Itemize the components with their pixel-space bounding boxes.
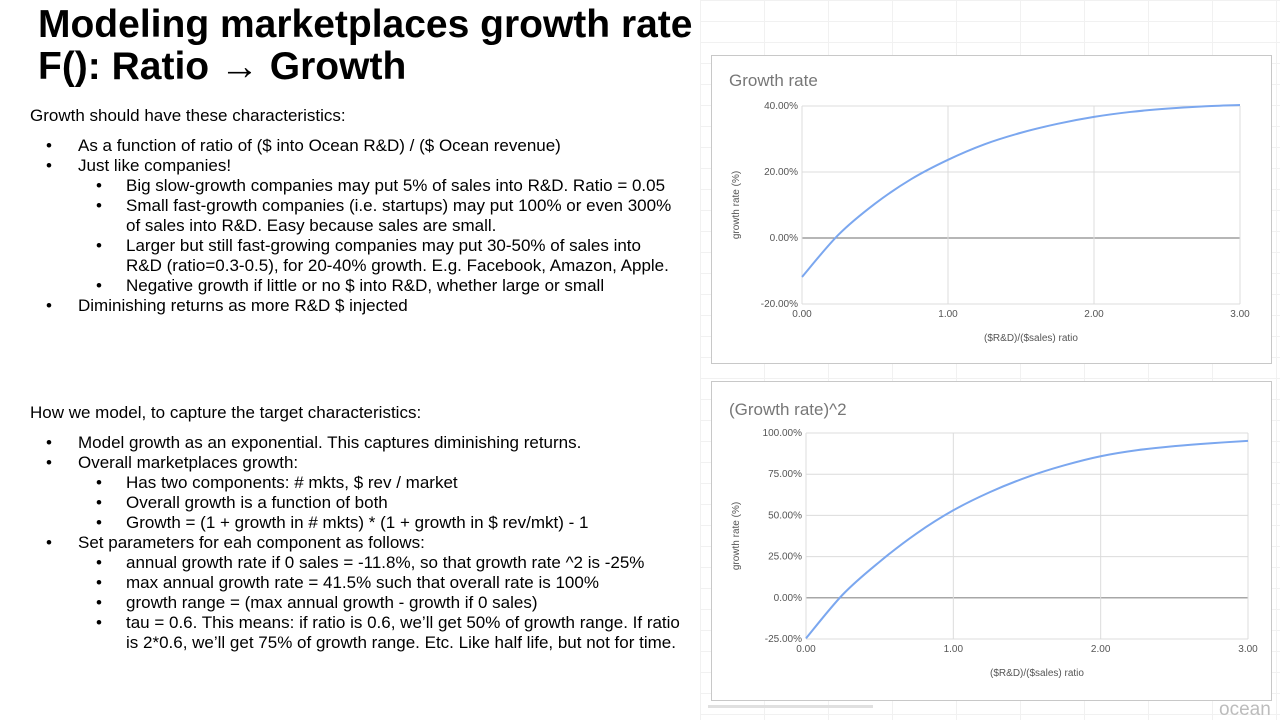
bullet-item: Overall growth is a function of both [30, 493, 680, 513]
bullet-item: Has two components: # mkts, $ rev / mark… [30, 473, 680, 493]
bullet-item: max annual growth rate = 41.5% such that… [30, 573, 680, 593]
title-line-1: Modeling marketplaces growth rate [38, 3, 693, 46]
modeling-section: How we model, to capture the target char… [30, 403, 680, 653]
footer-divider [708, 705, 873, 708]
chart-title: (Growth rate)^2 [729, 400, 847, 419]
bullet-item: Overall marketplaces growth: [30, 453, 680, 473]
title-line-2: F(): Ratio → Growth [38, 45, 407, 88]
x-tick-label: 2.00 [1084, 309, 1104, 320]
growth-rate-chart-svg: Growth rate -20.00% 0.00% 20.00% 40.00% 0.00 1… [729, 71, 1250, 344]
y-tick-label: 50.00% [768, 510, 802, 521]
y-tick-label: 40.00% [764, 101, 798, 112]
bullet-item: Small fast-growth companies (i.e. startu… [30, 196, 680, 236]
y-tick-label: 0.00% [774, 593, 802, 604]
bullet-item: Negative growth if little or no $ into R… [30, 276, 680, 296]
series-line [805, 439, 1249, 639]
y-tick-label: 100.00% [763, 428, 803, 439]
x-tick-label: 1.00 [938, 309, 958, 320]
characteristics-heading: Growth should have these characteristics… [30, 106, 346, 125]
x-tick-label: 3.00 [1238, 644, 1258, 655]
bullet-item: Growth = (1 + growth in # mkts) * (1 + g… [30, 513, 680, 533]
series-line [801, 104, 1241, 278]
x-tick-label: 2.00 [1091, 644, 1111, 655]
bullet-item: Just like companies! [30, 156, 680, 176]
x-tick-label: 3.00 [1230, 309, 1250, 320]
y-tick-label: -25.00% [765, 634, 802, 645]
bullet-item: growth range = (max annual growth - grow… [30, 593, 680, 613]
y-axis-label: growth rate (%) [731, 502, 742, 570]
bullet-item: Diminishing returns as more R&D $ inject… [30, 296, 680, 316]
bullet-item: Larger but still fast-growing companies … [30, 236, 680, 276]
modeling-list: Model growth as an exponential. This cap… [30, 433, 680, 653]
y-tick-label: 20.00% [764, 167, 798, 178]
bullet-item: As a function of ratio of ($ into Ocean … [30, 136, 680, 156]
y-tick-label: 25.00% [768, 552, 802, 563]
x-tick-label: 0.00 [796, 644, 816, 655]
growth-rate-squared-chart-svg: (Growth rate)^2 -25.00% 0.00% 25.00% 50.00% 7… [729, 400, 1258, 679]
growth-rate-chart: Growth rate -20.00% 0.00% 20.00% 40.00% 0.00 1… [711, 55, 1272, 364]
bullet-item: Model growth as an exponential. This cap… [30, 433, 680, 453]
chart-title: Growth rate [729, 71, 818, 90]
x-tick-label: 1.00 [944, 644, 964, 655]
x-axis-label: ($R&D)/($sales) ratio [990, 668, 1084, 679]
bullet-item: tau = 0.6. This means: if ratio is 0.6, … [30, 613, 680, 653]
y-axis-label: growth rate (%) [731, 171, 742, 239]
x-axis-label: ($R&D)/($sales) ratio [984, 333, 1078, 344]
y-tick-label: -20.00% [761, 299, 798, 310]
modeling-heading: How we model, to capture the target char… [30, 403, 422, 422]
characteristics-list: As a function of ratio of ($ into Ocean … [30, 136, 680, 316]
y-tick-label: 0.00% [770, 233, 798, 244]
ocean-logo: ocean [1219, 699, 1271, 720]
growth-rate-squared-chart: (Growth rate)^2 -25.00% 0.00% 25.00% 50.00% 7… [711, 381, 1272, 701]
bullet-item: Big slow-growth companies may put 5% of … [30, 176, 680, 196]
y-tick-label: 75.00% [768, 469, 802, 480]
bullet-item: annual growth rate if 0 sales = -11.8%, … [30, 553, 680, 573]
x-tick-label: 0.00 [792, 309, 812, 320]
characteristics-section: Growth should have these characteristics… [30, 106, 680, 316]
bullet-item: Set parameters for eah component as foll… [30, 533, 680, 553]
slide-title: Modeling marketplaces growth rate F(): R… [38, 4, 693, 88]
